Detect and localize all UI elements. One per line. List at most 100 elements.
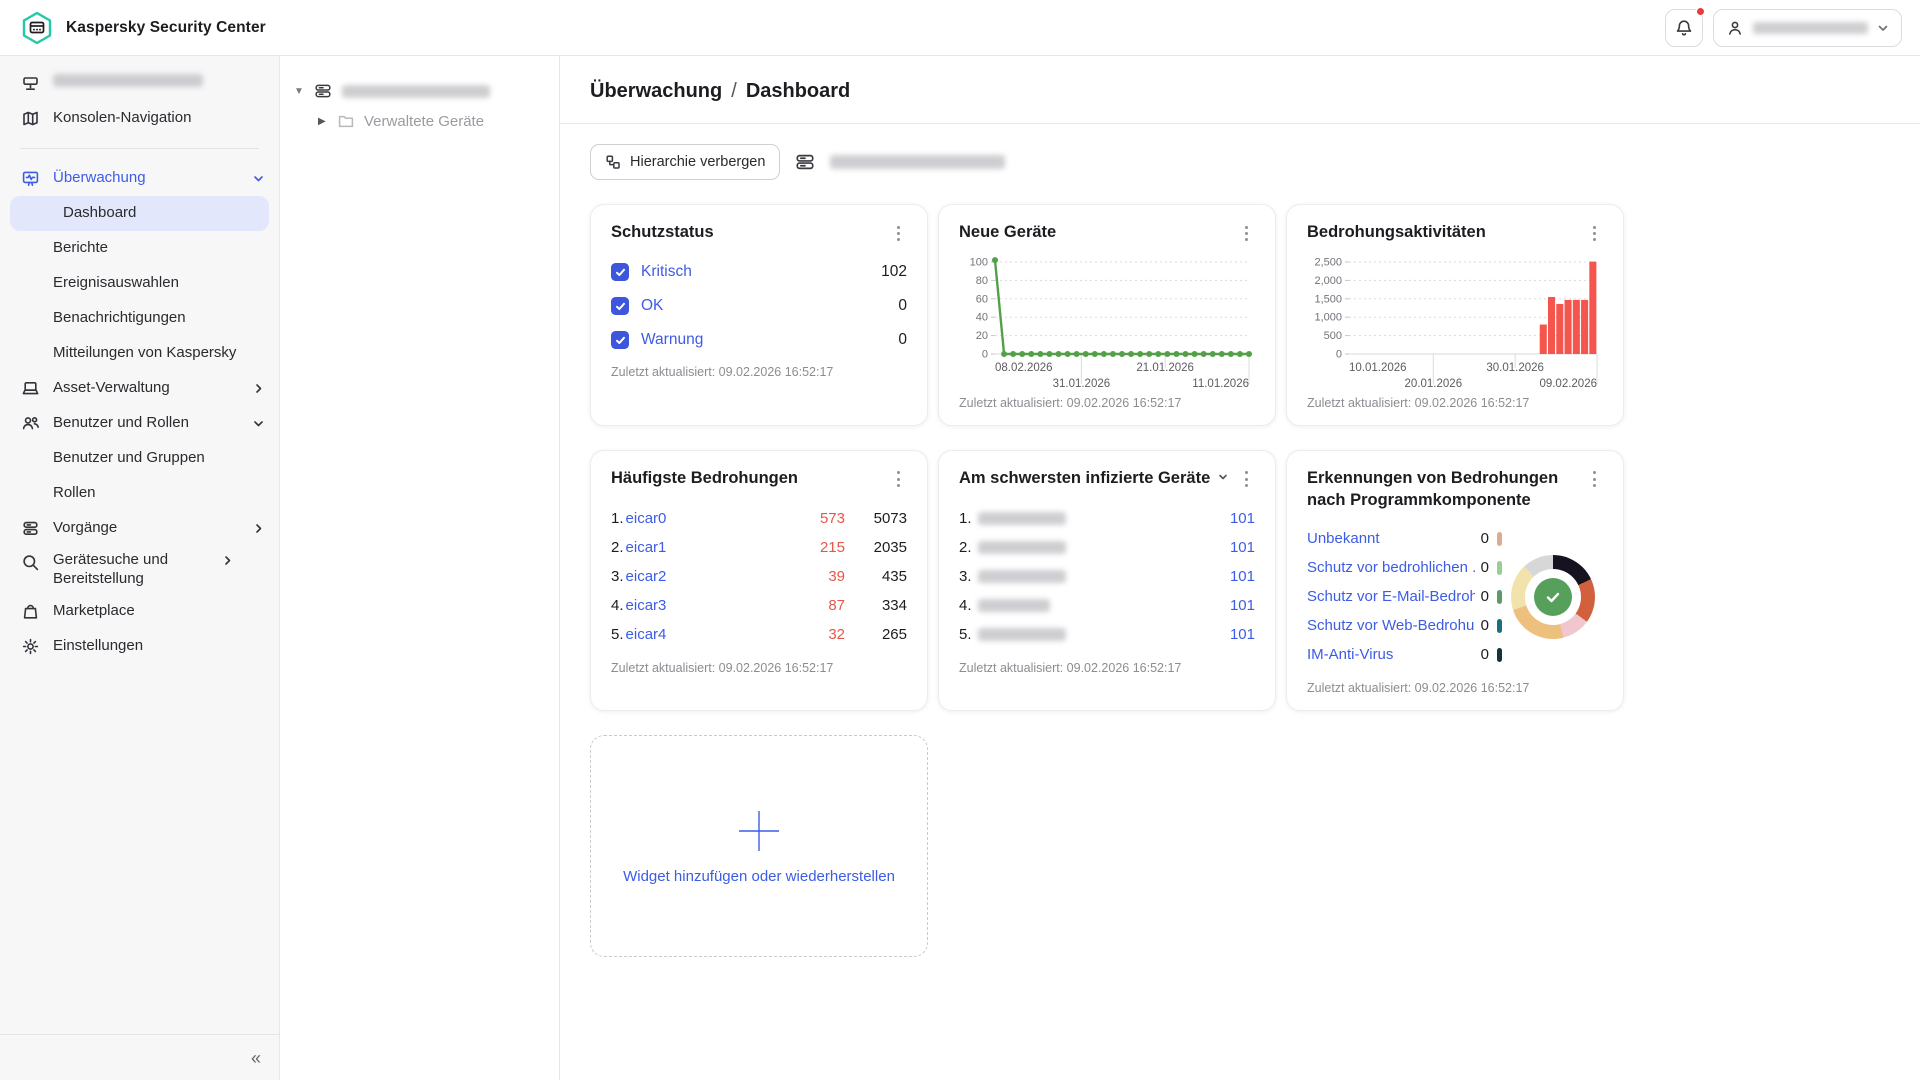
svg-text:2,000: 2,000	[1314, 275, 1342, 287]
sidebar-item-einstellungen[interactable]: Einstellungen	[0, 629, 279, 664]
widget-schutzstatus: Schutzstatus Kritisch 102 OK	[590, 204, 928, 426]
ok-check-icon	[1533, 577, 1572, 616]
threat-link[interactable]: eicar2	[625, 567, 667, 585]
chevron-down-icon	[252, 172, 265, 185]
users-icon	[20, 414, 40, 433]
sidebar-item-mitteilungen[interactable]: Mitteilungen von Kaspersky	[53, 344, 237, 362]
sidebar-item-benutzer-und-gruppen[interactable]: Benutzer und Gruppen	[53, 449, 205, 467]
widget-menu-button[interactable]	[889, 222, 907, 243]
infected-device-row: 2. 101	[959, 538, 1255, 556]
sidebar-item-dashboard[interactable]: Dashboard	[10, 196, 269, 231]
legend-swatch	[1497, 589, 1502, 604]
svg-text:80: 80	[976, 275, 988, 287]
threat-row: 3. eicar2 39 435	[611, 567, 907, 585]
tree-item-verwaltete-geraete[interactable]: ▶ Verwaltete Geräte	[318, 112, 485, 130]
caret-right-icon[interactable]: ▶	[318, 115, 326, 127]
sidebar-item-ueberwachung[interactable]: Überwachung	[0, 161, 279, 196]
infected-count-link[interactable]: 101	[1229, 625, 1255, 643]
widget-menu-button[interactable]	[889, 468, 907, 489]
widget-menu-button[interactable]	[1585, 222, 1603, 243]
threat-row: 2. eicar1 215 2035	[611, 538, 907, 556]
sidebar-item-asset-verwaltung[interactable]: Asset-Verwaltung	[0, 371, 279, 406]
folder-icon	[337, 112, 355, 130]
server-stack-icon	[313, 81, 333, 101]
infected-count-link[interactable]: 101	[1229, 596, 1255, 614]
notifications-button[interactable]	[1665, 6, 1705, 47]
server-name-blurred	[53, 74, 203, 88]
sidebar-item-admin-server[interactable]	[0, 66, 279, 101]
hide-hierarchy-button[interactable]: Hierarchie verbergen	[590, 144, 781, 180]
widget-erkennungen-komponente: Erkennungen von Bedrohungen nach Program…	[1286, 449, 1624, 712]
caret-down-icon[interactable]: ▼	[294, 85, 304, 97]
infected-device-row: 5. 101	[959, 625, 1255, 643]
app-title: Kaspersky Security Center	[66, 18, 266, 36]
component-link[interactable]: Schutz vor Web-Bedrohu...	[1307, 617, 1475, 635]
sidebar-item-rollen[interactable]: Rollen	[53, 484, 96, 502]
detections-donut-chart	[1510, 554, 1595, 639]
tree-root-server[interactable]: ▼	[294, 76, 545, 106]
search-icon	[20, 553, 40, 572]
threat-link[interactable]: eicar1	[625, 538, 667, 556]
svg-text:1,500: 1,500	[1314, 293, 1342, 305]
widget-menu-button[interactable]	[1585, 468, 1603, 489]
breadcrumb-section[interactable]: Überwachung	[590, 80, 723, 102]
legend-swatch	[1497, 618, 1502, 633]
sidebar-item-benachrichtigungen[interactable]: Benachrichtigungen	[53, 309, 186, 327]
component-link[interactable]: IM-Anti-Virus	[1307, 646, 1394, 664]
threat-row: 4. eicar3 87 334	[611, 596, 907, 614]
component-link[interactable]: Schutz vor E-Mail-Bedroh...	[1307, 588, 1475, 606]
sidebar-item-berichte[interactable]: Berichte	[53, 239, 109, 257]
sidebar-item-konsolen-navigation[interactable]: Konsolen-Navigation	[0, 101, 279, 136]
sidebar-item-marketplace[interactable]: Marketplace	[0, 594, 279, 629]
widget-infizierte-geraete: Am schwersten infizierte Geräte 1. 101	[938, 449, 1276, 712]
page-title: Dashboard	[745, 80, 851, 102]
svg-text:21.01.2026: 21.01.2026	[1136, 362, 1194, 374]
user-icon	[1726, 19, 1744, 37]
svg-text:0: 0	[1336, 348, 1342, 360]
infected-count-link[interactable]: 101	[1229, 567, 1255, 585]
add-widget-button[interactable]: Widget hinzufügen oder wiederherstellen	[590, 735, 928, 958]
sidebar-item-geraetesuche[interactable]: Gerätesuche und Bereitstellung	[0, 546, 279, 594]
checkbox-checked[interactable]	[611, 263, 629, 282]
stack-icon	[20, 519, 40, 538]
legend-row: Schutz vor bedrohlichen ... 0	[1307, 553, 1502, 582]
widget-menu-button[interactable]	[1237, 222, 1255, 243]
monitoring-icon	[20, 169, 40, 188]
infected-count-link[interactable]: 101	[1229, 509, 1255, 527]
component-link[interactable]: Schutz vor bedrohlichen ...	[1307, 559, 1475, 577]
threat-link[interactable]: eicar4	[625, 625, 667, 643]
protection-row-warnung: Warnung 0	[611, 328, 907, 353]
component-link[interactable]: Unbekannt	[1307, 530, 1380, 548]
widget-menu-button[interactable]	[1237, 468, 1255, 489]
legend-swatch	[1497, 647, 1502, 662]
plus-icon	[735, 808, 783, 854]
legend-row: IM-Anti-Virus 0	[1307, 640, 1502, 669]
sidebar-item-vorgaenge[interactable]: Vorgänge	[0, 511, 279, 546]
checkbox-checked[interactable]	[611, 331, 629, 350]
chevron-down-icon[interactable]	[1217, 471, 1229, 483]
last-updated: Zuletzt aktualisiert: 09.02.2026 16:52:1…	[959, 395, 1182, 410]
widget-haeufigste-bedrohungen: Häufigste Bedrohungen 1. eicar0 573 5073	[590, 449, 928, 712]
infected-count-link[interactable]: 101	[1229, 538, 1255, 556]
infected-device-row: 1. 101	[959, 509, 1255, 527]
breadcrumb: Überwachung / Dashboard	[590, 80, 851, 102]
checkbox-checked[interactable]	[611, 297, 629, 316]
sidebar-footer: «	[0, 1034, 279, 1080]
user-menu-button[interactable]	[1713, 8, 1902, 47]
threat-link[interactable]: eicar0	[625, 509, 667, 527]
infected-device-row: 3. 101	[959, 567, 1255, 585]
sidebar-item-ereignisauswahlen[interactable]: Ereignisauswahlen	[53, 274, 179, 292]
svg-text:20.01.2026: 20.01.2026	[1405, 378, 1463, 390]
threat-link[interactable]: eicar3	[625, 596, 667, 614]
device-name-blurred	[977, 540, 1066, 554]
chevron-right-icon	[252, 522, 265, 535]
last-updated: Zuletzt aktualisiert: 09.02.2026 16:52:1…	[1307, 395, 1530, 410]
threat-row: 1. eicar0 573 5073	[611, 509, 907, 527]
sidebar-item-benutzer-und-rollen[interactable]: Benutzer und Rollen	[0, 406, 279, 441]
svg-text:10.01.2026: 10.01.2026	[1349, 362, 1407, 374]
notification-badge	[1696, 6, 1705, 16]
collapse-sidebar-button[interactable]: «	[250, 1047, 261, 1068]
widget-bedrohungsaktivitaeten: Bedrohungsaktivitäten 2,500 2,000 1,500 1,0…	[1286, 204, 1624, 426]
device-tree-panel: ▼ ▶ Verwaltete Geräte	[280, 56, 560, 1080]
